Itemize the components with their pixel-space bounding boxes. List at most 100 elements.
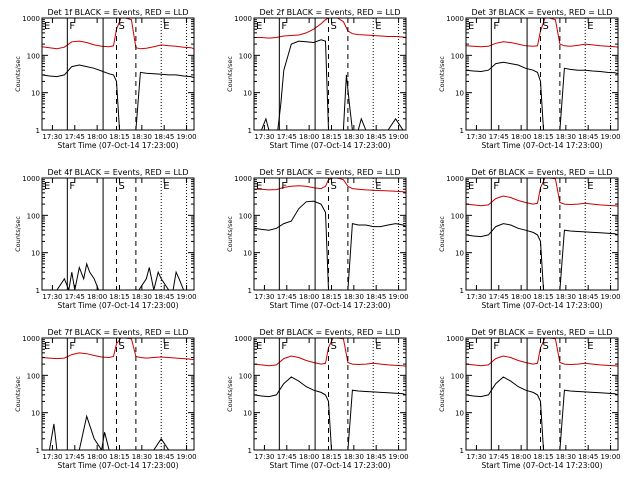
x-tick-label: 17:30	[254, 133, 274, 141]
y-tick-label: 1	[460, 127, 464, 135]
y-tick-label: 1000	[22, 175, 40, 183]
event-marker-label: S	[543, 341, 549, 352]
y-tick-label: 10	[243, 410, 252, 418]
x-tick-label: 18:45	[154, 133, 174, 141]
x-axis-label: Start Time (07-Oct-14 17:23:00)	[481, 301, 602, 310]
x-tick-label: 19:00	[388, 133, 408, 141]
y-tick-label: 100	[27, 372, 40, 380]
event-marker-label: S	[331, 21, 337, 32]
x-tick-label: 18:30	[344, 133, 364, 141]
event-marker-label: E	[163, 21, 169, 32]
chart-panel-9: Det 9f BLACK = Events, RED = LLD E F S E 1 10 1…	[438, 328, 621, 470]
x-tick-label: 17:30	[254, 293, 274, 301]
x-tick-label: 17:45	[277, 293, 297, 301]
plot-frame	[465, 177, 619, 291]
y-tick-label: 100	[27, 52, 40, 60]
events-series-line	[254, 376, 406, 450]
y-tick-label: 1	[36, 127, 40, 135]
x-tick-label: 18:15	[533, 293, 553, 301]
x-axis-label: Start Time (07-Oct-14 17:23:00)	[269, 301, 390, 310]
chart-panel-1: Det 1f BLACK = Events, RED = LLD E F S E 1 10 1…	[14, 8, 197, 150]
event-marker-label: E	[468, 181, 474, 192]
event-marker-label: E	[468, 341, 474, 352]
lld-series-line	[254, 18, 406, 39]
plot-frame	[41, 337, 195, 451]
x-tick-label: 17:30	[42, 133, 62, 141]
y-tick-label: 1	[36, 287, 40, 295]
x-tick-label: 19:00	[388, 453, 408, 461]
chart-title: Det 5f BLACK = Events, RED = LLD	[259, 168, 400, 177]
event-marker-label: E	[375, 181, 381, 192]
event-marker-label: E	[587, 181, 593, 192]
event-marker-label: F	[281, 181, 287, 192]
x-tick-label: 17:45	[65, 453, 85, 461]
y-tick-label: 10	[31, 410, 40, 418]
y-tick-label: 1000	[22, 335, 40, 343]
y-axis-label: Counts/sec	[14, 216, 22, 252]
event-marker-label: E	[587, 341, 593, 352]
event-marker-label: E	[163, 181, 169, 192]
y-tick-label: 1000	[234, 15, 252, 23]
event-marker-label: E	[44, 21, 50, 32]
plot-frame	[465, 337, 619, 451]
x-tick-label: 17:45	[277, 133, 297, 141]
y-tick-label: 1	[248, 447, 252, 455]
event-marker-label: E	[587, 21, 593, 32]
x-tick-label: 18:15	[533, 453, 553, 461]
x-tick-label: 18:30	[556, 133, 576, 141]
chart-title: Det 9f BLACK = Events, RED = LLD	[471, 328, 612, 337]
x-tick-label: 18:45	[366, 453, 386, 461]
y-tick-label: 1000	[234, 335, 252, 343]
x-tick-label: 18:15	[321, 453, 341, 461]
x-tick-label: 18:15	[109, 293, 129, 301]
x-tick-label: 17:30	[466, 293, 486, 301]
x-tick-label: 18:00	[511, 293, 531, 301]
events-series-line	[466, 376, 618, 450]
event-marker-label: S	[331, 341, 337, 352]
x-tick-label: 17:45	[489, 133, 509, 141]
x-tick-label: 18:30	[132, 133, 152, 141]
x-tick-label: 18:00	[299, 133, 319, 141]
lld-series-line	[254, 178, 406, 193]
event-marker-label: E	[44, 181, 50, 192]
x-tick-label: 17:45	[277, 453, 297, 461]
y-tick-label: 100	[451, 212, 464, 220]
plot-frame	[41, 17, 195, 131]
x-tick-label: 17:30	[42, 293, 62, 301]
x-tick-label: 19:00	[388, 293, 408, 301]
event-marker-label: S	[119, 21, 125, 32]
y-axis-label: Counts/sec	[226, 216, 234, 252]
event-marker-label: E	[256, 21, 262, 32]
event-marker-label: E	[375, 21, 381, 32]
y-axis-label: Counts/sec	[438, 56, 446, 92]
x-tick-label: 19:00	[600, 133, 620, 141]
event-marker-label: E	[468, 21, 474, 32]
event-marker-label: S	[119, 341, 125, 352]
y-tick-label: 1000	[446, 15, 464, 23]
x-tick-label: 18:45	[578, 453, 598, 461]
events-series-line	[254, 200, 406, 290]
event-marker-label: F	[493, 21, 499, 32]
events-series-line	[42, 64, 194, 130]
y-tick-label: 1	[460, 287, 464, 295]
x-tick-label: 18:15	[321, 133, 341, 141]
y-axis-label: Counts/sec	[226, 376, 234, 412]
y-tick-label: 100	[451, 372, 464, 380]
chart-panel-6: Det 6f BLACK = Events, RED = LLD E F S E 1 10 1…	[438, 168, 621, 310]
chart-panel-2: Det 2f BLACK = Events, RED = LLD E F S E 1 10 1…	[226, 8, 409, 150]
x-tick-label: 19:00	[176, 453, 196, 461]
y-axis-label: Counts/sec	[226, 56, 234, 92]
x-tick-label: 17:45	[489, 293, 509, 301]
plot-frame	[253, 337, 407, 451]
x-tick-label: 17:30	[254, 453, 274, 461]
y-tick-label: 1000	[234, 175, 252, 183]
y-tick-label: 1	[248, 127, 252, 135]
lld-series-line	[466, 18, 618, 48]
chart-panel-3: Det 3f BLACK = Events, RED = LLD E F S E 1 10 1…	[438, 8, 621, 150]
event-marker-label: S	[331, 181, 337, 192]
y-tick-label: 10	[455, 410, 464, 418]
y-tick-label: 100	[27, 212, 40, 220]
x-axis-label: Start Time (07-Oct-14 17:23:00)	[269, 141, 390, 150]
chart-title: Det 1f BLACK = Events, RED = LLD	[47, 8, 188, 17]
x-tick-label: 18:00	[299, 293, 319, 301]
